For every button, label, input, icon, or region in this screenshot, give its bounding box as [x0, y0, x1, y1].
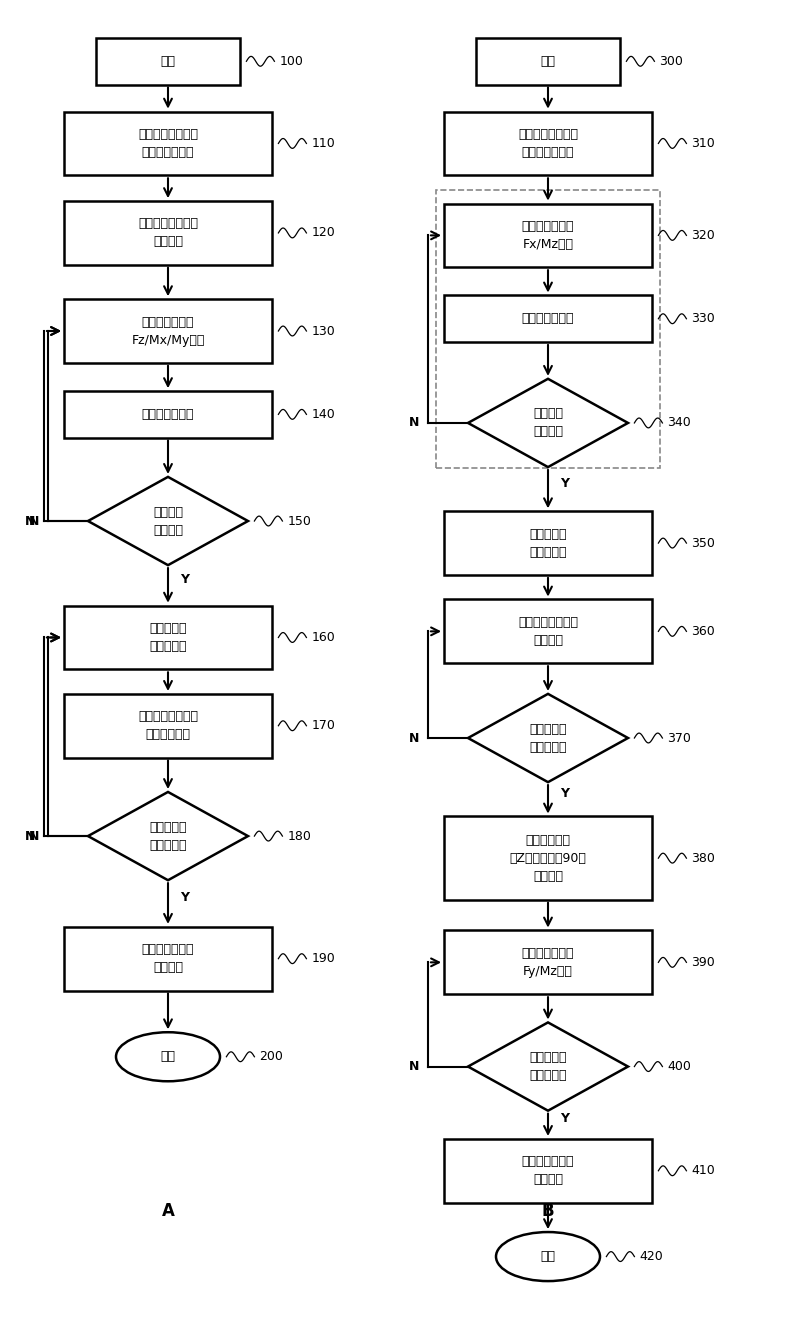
Polygon shape [468, 379, 628, 467]
Polygon shape [88, 477, 248, 565]
Text: N: N [25, 830, 34, 842]
Text: 是否达到
满量程？: 是否达到 满量程？ [533, 408, 563, 438]
Text: B: B [542, 1202, 554, 1221]
FancyBboxPatch shape [64, 299, 272, 363]
Text: 待测力传感器竖直
安装与装置检查: 待测力传感器竖直 安装与装置检查 [518, 128, 578, 159]
Text: 增加旋转电动机转
速，继续加载: 增加旋转电动机转 速，继续加载 [138, 710, 198, 741]
Text: 320: 320 [691, 229, 715, 242]
Text: 140: 140 [311, 408, 335, 421]
Text: Y: Y [560, 477, 569, 490]
Text: A: A [162, 1202, 174, 1221]
Polygon shape [468, 694, 628, 782]
FancyBboxPatch shape [444, 295, 652, 342]
Text: 380: 380 [691, 851, 715, 865]
FancyBboxPatch shape [64, 694, 272, 757]
Text: 190: 190 [311, 952, 335, 965]
Text: 待测力传感器
绕Z坐标轴旋转90度
安装固定: 待测力传感器 绕Z坐标轴旋转90度 安装固定 [510, 834, 586, 883]
Text: 记录并保存数据: 记录并保存数据 [142, 408, 194, 421]
FancyBboxPatch shape [64, 927, 272, 990]
FancyBboxPatch shape [444, 511, 652, 575]
Polygon shape [88, 792, 248, 880]
Text: Y: Y [180, 573, 189, 585]
Ellipse shape [496, 1233, 600, 1282]
Text: 180: 180 [287, 830, 311, 842]
Text: 激振力频率
达到指标？: 激振力频率 达到指标？ [530, 723, 566, 753]
Text: N: N [409, 417, 418, 429]
FancyBboxPatch shape [444, 111, 652, 175]
Text: 调整调节块
减小离心力: 调整调节块 减小离心力 [530, 527, 566, 559]
Text: 调整激振力幅值后
继续加载: 调整激振力幅值后 继续加载 [518, 616, 578, 647]
Text: 370: 370 [667, 731, 691, 744]
Text: 结束: 结束 [161, 1050, 175, 1063]
Text: 启动电动机进行
Fz/Mx/My加载: 启动电动机进行 Fz/Mx/My加载 [131, 315, 205, 347]
Text: 200: 200 [259, 1050, 283, 1063]
FancyBboxPatch shape [444, 817, 652, 900]
FancyBboxPatch shape [444, 204, 652, 267]
Text: 410: 410 [691, 1164, 715, 1177]
Text: 激振力频率
达到指标？: 激振力频率 达到指标？ [530, 1051, 566, 1082]
FancyBboxPatch shape [64, 391, 272, 438]
Text: 100: 100 [279, 54, 303, 68]
Text: 390: 390 [691, 956, 715, 969]
Text: 420: 420 [639, 1250, 663, 1263]
FancyBboxPatch shape [64, 201, 272, 265]
Ellipse shape [116, 1033, 220, 1082]
Text: 开始: 开始 [161, 54, 175, 68]
Text: 340: 340 [667, 417, 691, 429]
Text: 开始: 开始 [541, 54, 555, 68]
Text: 300: 300 [659, 54, 683, 68]
Text: 启动电动机进行
Fx/Mz加载: 启动电动机进行 Fx/Mz加载 [522, 220, 574, 250]
Text: 激振力频率
达到指标？: 激振力频率 达到指标？ [150, 821, 186, 851]
Text: 是否达到
满量程？: 是否达到 满量程？ [153, 506, 183, 536]
Text: N: N [409, 1061, 418, 1072]
FancyBboxPatch shape [476, 38, 620, 85]
Text: 数据整理并绘制
特性曲线: 数据整理并绘制 特性曲线 [142, 943, 194, 974]
Text: 120: 120 [311, 226, 335, 240]
FancyBboxPatch shape [444, 931, 652, 994]
Text: Y: Y [560, 1112, 569, 1125]
Text: 130: 130 [311, 324, 335, 338]
Text: 310: 310 [691, 136, 715, 150]
Text: 160: 160 [311, 632, 335, 643]
FancyBboxPatch shape [64, 605, 272, 670]
Text: N: N [409, 731, 418, 744]
Text: 启动电动机进行
Fy/Mz加载: 启动电动机进行 Fy/Mz加载 [522, 947, 574, 978]
FancyBboxPatch shape [96, 38, 240, 85]
Text: 调整待测力传感器
安装方位: 调整待测力传感器 安装方位 [138, 217, 198, 249]
FancyBboxPatch shape [444, 600, 652, 663]
FancyBboxPatch shape [444, 1139, 652, 1202]
Text: 360: 360 [691, 625, 715, 638]
Text: 330: 330 [691, 312, 715, 326]
Text: Y: Y [560, 786, 569, 800]
Text: 170: 170 [311, 719, 335, 732]
Text: 110: 110 [311, 136, 335, 150]
Text: 350: 350 [691, 536, 715, 549]
FancyBboxPatch shape [64, 111, 272, 175]
Text: 数据整理并绘制
特性曲线: 数据整理并绘制 特性曲线 [522, 1156, 574, 1186]
Text: 结束: 结束 [541, 1250, 555, 1263]
Text: N: N [29, 515, 38, 527]
Text: 记录并保存数据: 记录并保存数据 [522, 312, 574, 326]
Polygon shape [468, 1022, 628, 1111]
Text: N: N [25, 515, 34, 527]
Text: 400: 400 [667, 1061, 691, 1072]
Text: N: N [29, 830, 38, 842]
Text: 待测力传感器水平
安装与装置检查: 待测力传感器水平 安装与装置检查 [138, 128, 198, 159]
Text: Y: Y [180, 891, 189, 904]
Text: 150: 150 [287, 515, 311, 527]
Text: 调整调节块
减小离心力: 调整调节块 减小离心力 [150, 622, 186, 653]
